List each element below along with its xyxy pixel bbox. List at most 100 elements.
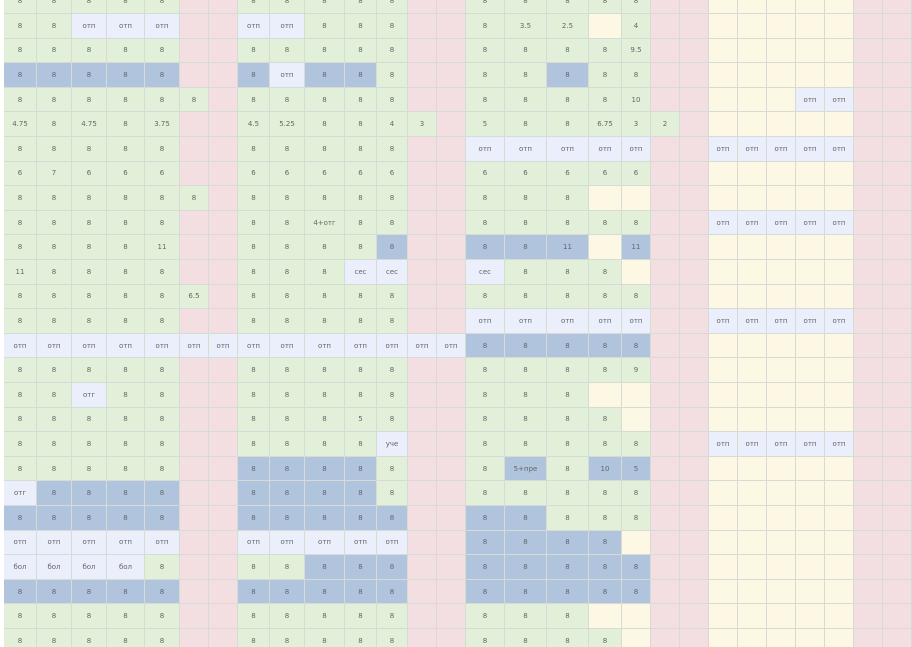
cell[interactable]: 8 (4, 579, 37, 605)
cell[interactable]: отг (72, 383, 107, 408)
cell[interactable] (825, 186, 854, 211)
cell[interactable]: 8 (589, 38, 622, 64)
cell[interactable]: 8 (238, 579, 270, 605)
cell[interactable] (209, 407, 238, 433)
cell[interactable]: 8 (622, 506, 651, 531)
cell[interactable]: 11 (547, 235, 589, 260)
cell[interactable] (651, 309, 680, 334)
cell[interactable] (883, 407, 912, 433)
cell[interactable] (180, 0, 209, 14)
cell[interactable] (437, 432, 466, 457)
cell[interactable] (209, 456, 238, 482)
cell[interactable]: 8 (72, 87, 107, 113)
cell[interactable]: 8 (145, 481, 180, 506)
cell[interactable]: отп (738, 309, 767, 334)
cell[interactable] (796, 63, 825, 88)
cell[interactable]: 8 (547, 456, 589, 482)
cell[interactable] (437, 137, 466, 162)
cell[interactable] (180, 456, 209, 482)
cell[interactable]: 8 (37, 506, 72, 531)
cell[interactable] (796, 235, 825, 260)
cell[interactable] (651, 358, 680, 383)
cell[interactable]: 8 (72, 137, 107, 162)
cell[interactable] (408, 87, 437, 113)
cell[interactable] (622, 260, 651, 285)
cell[interactable]: 8 (72, 432, 107, 457)
cell[interactable]: 8 (4, 235, 37, 260)
cell[interactable]: 8 (589, 358, 622, 383)
cell[interactable]: 8 (589, 432, 622, 457)
cell[interactable]: отп (709, 309, 738, 334)
cell[interactable] (738, 284, 767, 310)
cell[interactable] (738, 604, 767, 629)
cell[interactable]: 6.75 (589, 112, 622, 137)
cell[interactable]: отп (466, 137, 505, 162)
cell[interactable] (738, 481, 767, 506)
cell[interactable]: отп (107, 14, 145, 39)
cell[interactable] (709, 38, 738, 64)
cell[interactable] (854, 284, 883, 310)
cell[interactable]: 8 (377, 87, 408, 113)
cell[interactable] (680, 14, 709, 39)
cell[interactable]: 8 (107, 0, 145, 14)
cell[interactable] (437, 629, 466, 647)
cell[interactable] (825, 579, 854, 605)
cell[interactable]: 6 (589, 161, 622, 187)
cell[interactable]: 8 (589, 579, 622, 605)
cell[interactable] (437, 87, 466, 113)
cell[interactable] (709, 0, 738, 14)
cell[interactable] (825, 14, 854, 39)
cell[interactable] (408, 38, 437, 64)
cell[interactable] (209, 137, 238, 162)
cell[interactable]: 8 (37, 456, 72, 482)
cell[interactable] (651, 87, 680, 113)
cell[interactable]: отп (37, 530, 72, 556)
cell[interactable]: 8 (305, 432, 345, 457)
cell[interactable]: 8 (37, 309, 72, 334)
cell[interactable]: 11 (145, 235, 180, 260)
cell[interactable]: 8 (107, 260, 145, 285)
cell[interactable]: отп (589, 309, 622, 334)
cell[interactable]: 4.75 (72, 112, 107, 137)
cell[interactable] (209, 210, 238, 236)
cell[interactable]: отп (547, 309, 589, 334)
cell[interactable] (437, 284, 466, 310)
cell[interactable]: отп (145, 14, 180, 39)
cell[interactable] (883, 604, 912, 629)
cell[interactable] (651, 284, 680, 310)
cell[interactable]: 8 (107, 481, 145, 506)
cell[interactable] (796, 383, 825, 408)
cell[interactable] (437, 63, 466, 88)
cell[interactable]: 8 (37, 0, 72, 14)
cell[interactable] (209, 629, 238, 647)
cell[interactable]: 8 (72, 604, 107, 629)
cell[interactable] (767, 358, 796, 383)
cell[interactable]: 8 (238, 555, 270, 580)
cell[interactable] (854, 186, 883, 211)
cell[interactable] (651, 0, 680, 14)
cell[interactable]: 8 (345, 579, 377, 605)
cell[interactable]: 8 (622, 555, 651, 580)
cell[interactable]: 8 (505, 112, 547, 137)
cell[interactable]: 8 (4, 432, 37, 457)
cell[interactable]: 8 (4, 87, 37, 113)
cell[interactable] (796, 14, 825, 39)
cell[interactable]: 8 (270, 186, 305, 211)
cell[interactable]: 8 (37, 186, 72, 211)
cell[interactable] (437, 358, 466, 383)
cell[interactable]: 8 (238, 210, 270, 236)
cell[interactable]: 8 (37, 432, 72, 457)
cell[interactable]: отп (796, 432, 825, 457)
cell[interactable] (408, 161, 437, 187)
cell[interactable]: 8 (466, 0, 505, 14)
cell[interactable] (767, 14, 796, 39)
cell[interactable]: 8 (377, 309, 408, 334)
cell[interactable]: 8 (622, 481, 651, 506)
cell[interactable] (651, 555, 680, 580)
cell[interactable] (738, 235, 767, 260)
cell[interactable] (408, 0, 437, 14)
cell[interactable]: бол (72, 555, 107, 580)
cell[interactable] (651, 14, 680, 39)
cell[interactable] (680, 358, 709, 383)
cell[interactable]: 8 (72, 407, 107, 433)
